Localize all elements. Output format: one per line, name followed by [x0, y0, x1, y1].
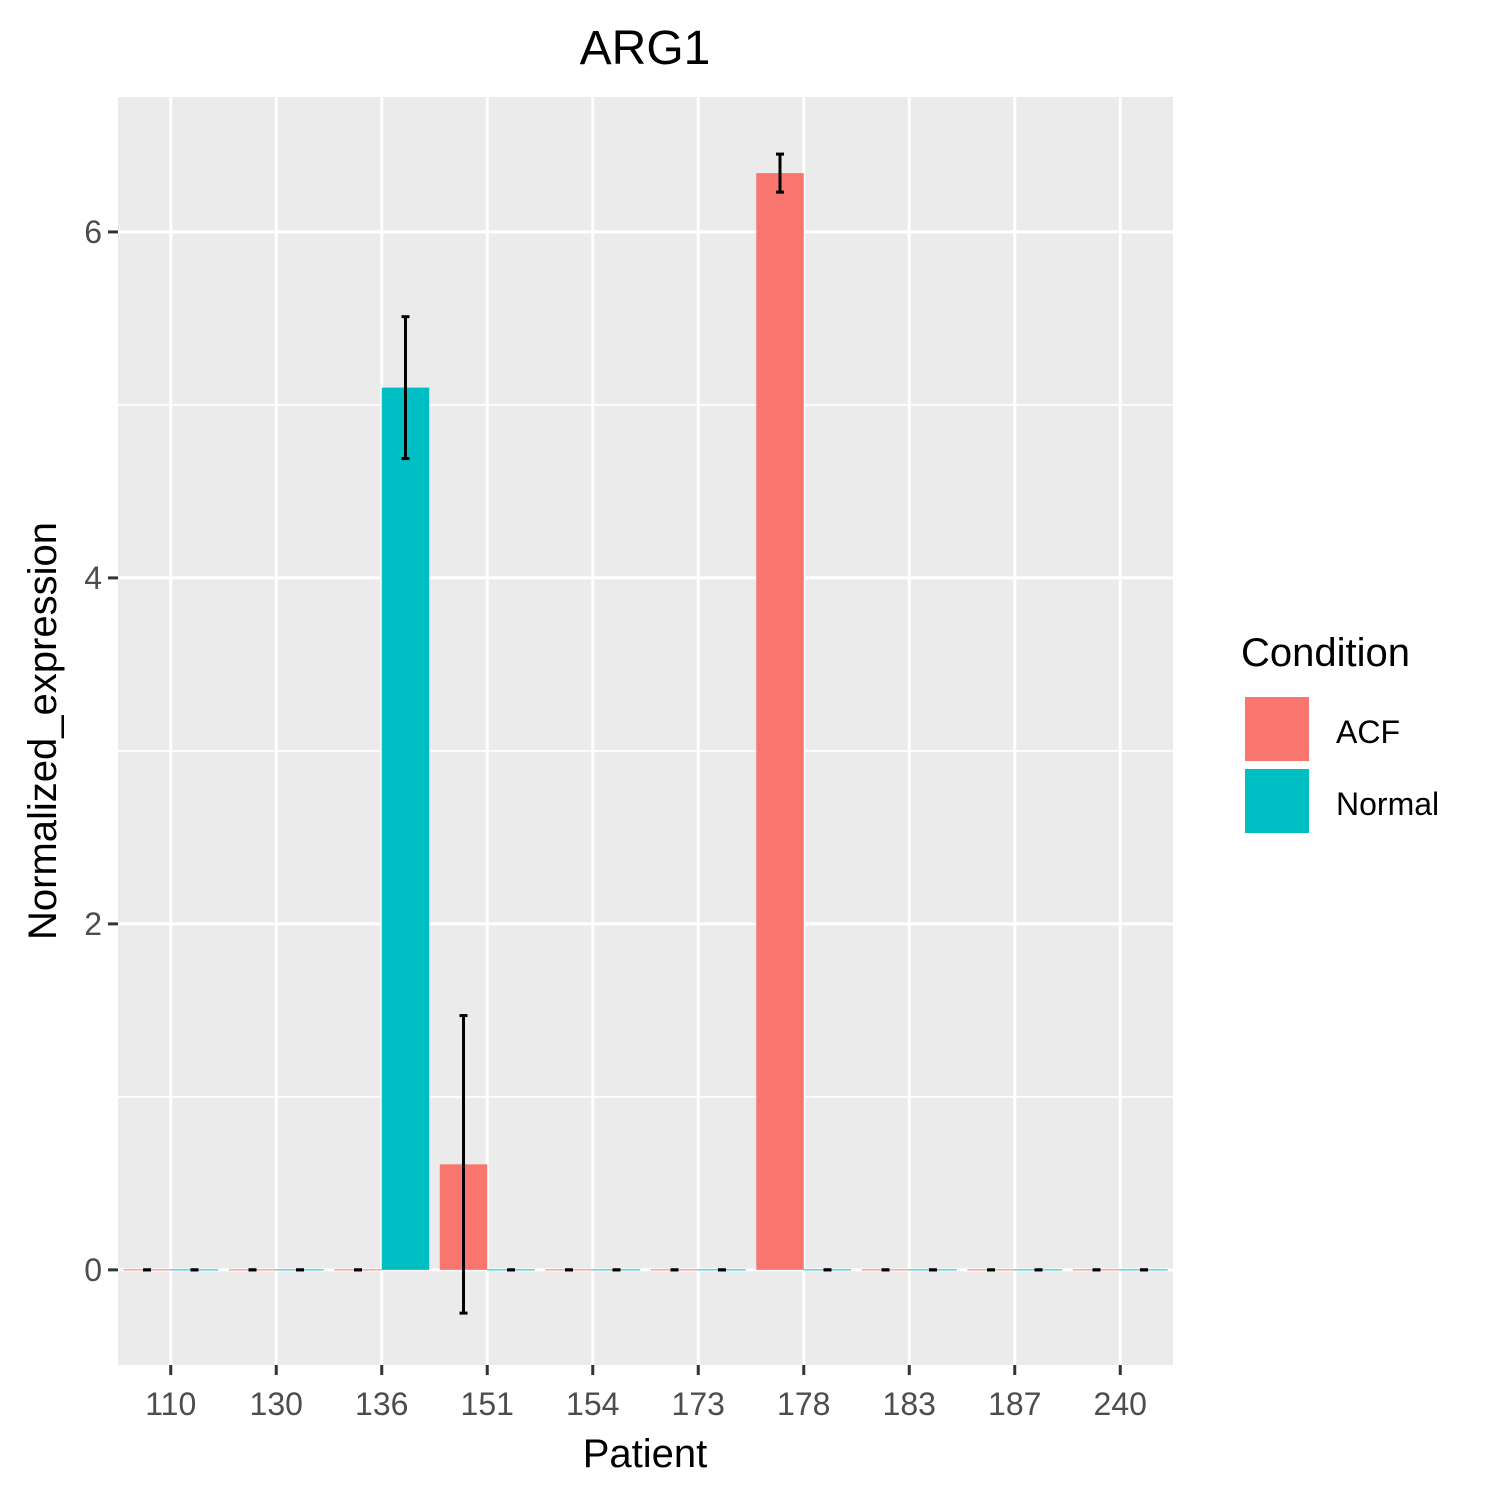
legend-key-acf [1243, 695, 1311, 763]
major-gridlines [118, 97, 1173, 1365]
x-axis-title: Patient [583, 1432, 708, 1476]
bar-normal [381, 387, 430, 1270]
y-axis-title: Normalized_expression [21, 522, 65, 940]
legend-label-normal: Normal [1336, 786, 1439, 822]
minor-gridlines [118, 404, 1173, 1098]
x-tick-label: 173 [672, 1386, 725, 1422]
error-bars [143, 152, 1148, 1315]
legend-label-acf: ACF [1336, 714, 1400, 750]
y-tick-label: 0 [84, 1252, 102, 1288]
bars [123, 173, 1168, 1271]
x-tick-label: 151 [461, 1386, 514, 1422]
x-tick-label: 136 [355, 1386, 408, 1422]
x-tick-label: 110 [145, 1386, 196, 1422]
y-tick-label: 6 [84, 214, 102, 250]
x-tick-label: 178 [777, 1386, 830, 1422]
bar-acf [756, 173, 804, 1270]
x-axis: 110 130 136 151 154 173 178 183 187 240 [145, 1365, 1147, 1422]
y-axis: 0 2 4 6 [84, 214, 118, 1288]
x-tick-label: 183 [883, 1386, 936, 1422]
legend-key-normal [1243, 767, 1311, 835]
y-tick-label: 2 [84, 906, 102, 942]
chart-title: ARG1 [580, 22, 711, 75]
panel-background [118, 97, 1173, 1365]
legend: Condition ACF Normal [1241, 631, 1439, 835]
x-tick-label: 240 [1094, 1386, 1147, 1422]
y-tick-label: 4 [84, 560, 102, 596]
x-tick-label: 130 [250, 1386, 303, 1422]
legend-title: Condition [1241, 631, 1410, 675]
x-tick-label: 154 [566, 1386, 619, 1422]
x-tick-label: 187 [988, 1386, 1041, 1422]
